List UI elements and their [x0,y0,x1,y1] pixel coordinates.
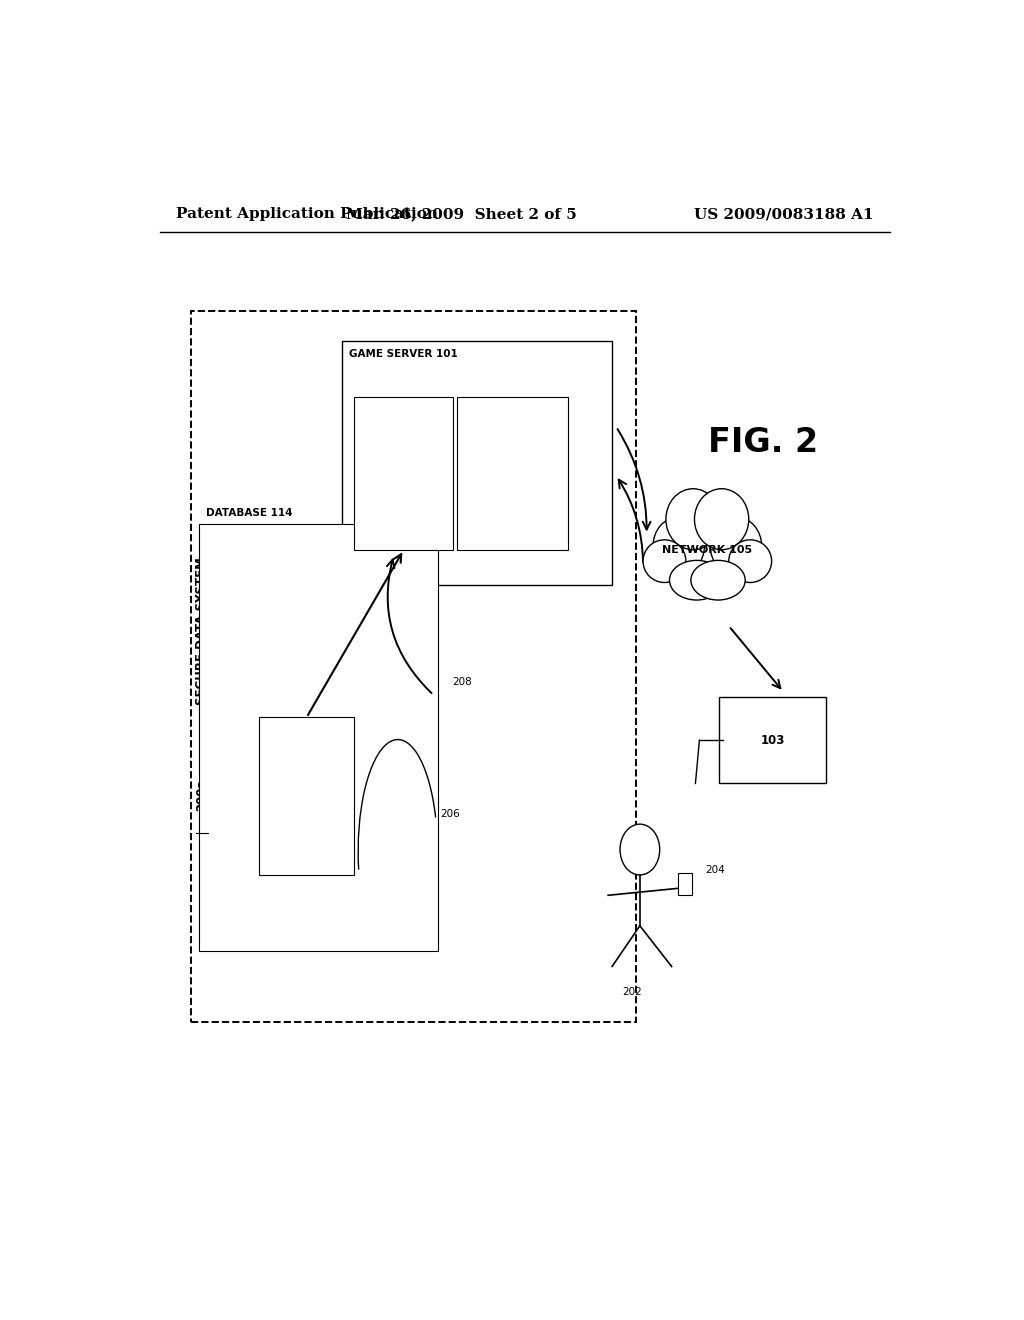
Ellipse shape [672,500,743,577]
Text: 208: 208 [452,677,471,686]
Circle shape [621,824,659,875]
FancyBboxPatch shape [211,539,426,937]
Text: NETWORK 105: NETWORK 105 [663,545,753,554]
FancyBboxPatch shape [719,697,826,784]
Text: FIG. 2: FIG. 2 [708,426,818,459]
Text: Mar. 26, 2009  Sheet 2 of 5: Mar. 26, 2009 Sheet 2 of 5 [346,207,577,222]
Ellipse shape [643,540,686,582]
Text: GAMING
SOFTWARE 102: GAMING SOFTWARE 102 [468,462,558,486]
Ellipse shape [694,488,749,549]
Ellipse shape [729,540,772,582]
Text: SECURE DATA SYSTEM: SECURE DATA SYSTEM [196,557,208,705]
Text: 204: 204 [706,865,725,875]
Ellipse shape [711,517,762,576]
FancyBboxPatch shape [227,560,410,916]
Text: Patent Application Publication: Patent Application Publication [176,207,437,222]
FancyBboxPatch shape [205,532,432,944]
FancyBboxPatch shape [216,545,421,929]
Ellipse shape [666,488,720,549]
FancyBboxPatch shape [259,718,354,875]
FancyBboxPatch shape [354,397,454,549]
Text: US 2009/0083188 A1: US 2009/0083188 A1 [694,207,873,222]
Text: CHECKSUM
EMBED
118: CHECKSUM EMBED 118 [371,454,436,492]
Text: 206: 206 [440,809,460,818]
FancyBboxPatch shape [200,524,437,952]
FancyArrowPatch shape [387,560,431,693]
Text: 202: 202 [622,987,642,997]
FancyBboxPatch shape [221,553,416,923]
Text: 200a: 200a [196,779,208,810]
Text: DATABASE 114: DATABASE 114 [206,508,292,519]
Text: 103: 103 [761,734,785,747]
Ellipse shape [653,517,705,576]
Ellipse shape [691,561,745,601]
FancyBboxPatch shape [342,342,612,585]
Ellipse shape [670,561,724,601]
Text: GAME SERVER 101: GAME SERVER 101 [348,350,458,359]
Text: CS: CS [296,789,316,803]
FancyBboxPatch shape [678,873,692,895]
FancyBboxPatch shape [458,397,568,549]
